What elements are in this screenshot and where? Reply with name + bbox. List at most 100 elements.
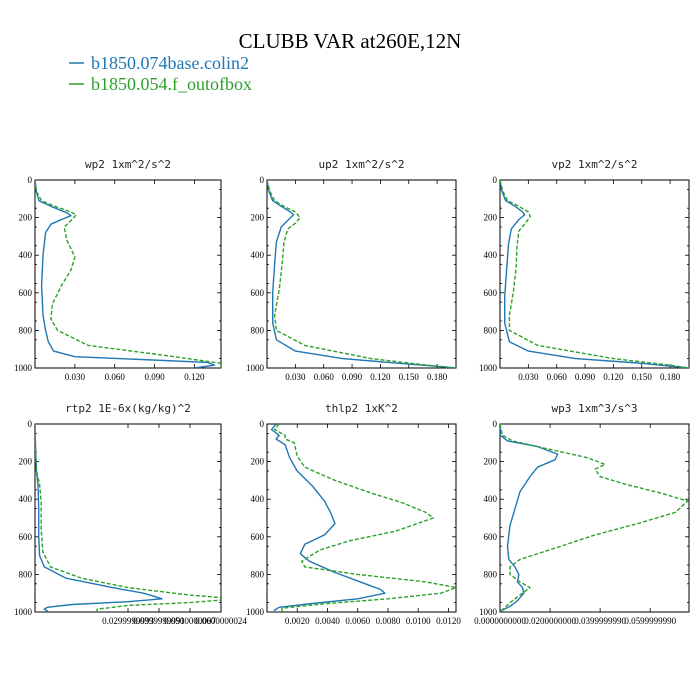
y-tick-label: 600 — [484, 532, 498, 542]
y-tick-label: 0 — [28, 419, 33, 429]
series-line-1 — [500, 180, 689, 368]
plot-frame — [266, 179, 457, 369]
series-line-2 — [273, 424, 456, 612]
panels: wp2 1xm^2/s^2 0 200 400 600 800 1000 0.030 0.060… — [14, 158, 690, 626]
y-tick-label: 0 — [260, 175, 265, 185]
y-tick-label: 600 — [484, 288, 498, 298]
y-tick-label: 600 — [251, 532, 265, 542]
x-tick-label: 0.090 — [342, 372, 363, 382]
y-tick-label: 400 — [484, 250, 498, 260]
panel-title: rtp2 1E-6x(kg/kg)^2 — [65, 402, 191, 415]
y-tick-label: 200 — [19, 213, 33, 223]
panel-title: wp3 1xm^3/s^3 — [551, 402, 637, 415]
series-line-1 — [35, 180, 216, 368]
plot-frame — [34, 423, 222, 613]
x-tick-label: 0.0299999993 — [102, 616, 154, 626]
x-tick-label: 0.030 — [285, 372, 306, 382]
y-tick-label: 0 — [493, 419, 498, 429]
y-tick-label: 1000 — [14, 363, 33, 373]
panel-title: up2 1xm^2/s^2 — [318, 158, 404, 171]
series-line-2 — [35, 424, 221, 612]
y-tick-label: 0 — [260, 419, 265, 429]
series-line-2 — [500, 180, 689, 368]
series-line-1 — [35, 424, 163, 612]
series-line-1 — [500, 424, 559, 612]
panel-2: up2 1xm^2/s^2 0 200 400 600 800 1000 0.030 0.060… — [246, 158, 457, 382]
legend: b1850.074base.colin2 b1850.054.f_outofbo… — [69, 53, 252, 94]
x-tick-label: 0.0040 — [315, 616, 340, 626]
y-tick-label: 200 — [484, 213, 498, 223]
y-tick-label: 800 — [484, 325, 498, 335]
y-tick-label: 400 — [484, 494, 498, 504]
panel-6: wp3 1xm^3/s^3 0 200 400 600 800 10000.00000000… — [474, 402, 690, 626]
x-tick-label: 0.090 — [144, 372, 165, 382]
series-line-2 — [267, 180, 456, 368]
panel-1: wp2 1xm^2/s^2 0 200 400 600 800 1000 0.030 0.060… — [14, 158, 222, 382]
series-line-1 — [267, 180, 456, 368]
x-tick-label: 0.0120 — [436, 616, 461, 626]
x-tick-label: 0.0599999990 — [624, 616, 676, 626]
x-tick-label: 0.0080 — [376, 616, 401, 626]
x-tick-label: 0.030 — [518, 372, 539, 382]
y-tick-label: 1000 — [246, 607, 265, 617]
x-tick-label: 0.0500000007 — [164, 616, 216, 626]
y-tick-label: 400 — [19, 250, 33, 260]
x-tick-label: 0.0020 — [285, 616, 310, 626]
series-line-2 — [500, 424, 689, 612]
panel-title: thlp2 1xK^2 — [325, 402, 398, 415]
legend-label-1: b1850.074base.colin2 — [91, 53, 249, 73]
x-tick-label: 0.180 — [660, 372, 681, 382]
y-tick-label: 1000 — [479, 363, 498, 373]
panel-3: vp2 1xm^2/s^2 0 200 400 600 800 1000 0.030 0.060… — [479, 158, 690, 382]
y-tick-label: 200 — [484, 457, 498, 467]
y-tick-label: 200 — [251, 213, 265, 223]
y-tick-label: 800 — [251, 569, 265, 579]
y-tick-label: 200 — [19, 457, 33, 467]
figure-title: CLUBB VAR at260E,12N — [239, 29, 462, 53]
x-tick-label: 0.0399999991 — [133, 616, 185, 626]
y-tick-label: 400 — [251, 250, 265, 260]
x-tick-label: 0.0200000000 — [524, 616, 576, 626]
y-tick-label: 400 — [19, 494, 33, 504]
y-tick-label: 1000 — [14, 607, 33, 617]
legend-label-2: b1850.054.f_outofbox — [91, 74, 252, 94]
plot-frame — [499, 423, 690, 613]
y-tick-label: 0 — [493, 175, 498, 185]
x-tick-label: 0.120 — [370, 372, 391, 382]
x-tick-label: 0.150 — [632, 372, 653, 382]
x-tick-label: 0.0100 — [406, 616, 431, 626]
plot-frame — [499, 179, 690, 369]
y-tick-label: 600 — [19, 532, 33, 542]
x-tick-label: 0.060 — [314, 372, 335, 382]
plot-frame — [266, 423, 457, 613]
x-tick-label: 0.060 — [105, 372, 126, 382]
x-tick-label: 0.0399999990 — [574, 616, 626, 626]
y-tick-label: 1000 — [246, 363, 265, 373]
x-tick-label: 0.180 — [427, 372, 448, 382]
y-tick-label: 200 — [251, 457, 265, 467]
x-tick-label: 0.030 — [65, 372, 86, 382]
plot-frame — [34, 179, 222, 369]
panel-5: thlp2 1xK^2 0 200 400 600 800 1000 0.0020 0.0040… — [246, 402, 461, 626]
series-line-2 — [35, 180, 221, 368]
x-tick-label: 0.150 — [399, 372, 420, 382]
series-line-1 — [270, 424, 386, 612]
panel-title: wp2 1xm^2/s^2 — [85, 158, 171, 171]
y-tick-label: 1000 — [479, 607, 498, 617]
x-tick-label: 0.060 — [547, 372, 568, 382]
y-tick-label: 800 — [19, 569, 33, 579]
y-tick-label: 600 — [251, 288, 265, 298]
y-tick-label: 800 — [484, 569, 498, 579]
y-tick-label: 400 — [251, 494, 265, 504]
x-tick-label: 0.0060 — [345, 616, 370, 626]
x-tick-label: 0.120 — [184, 372, 205, 382]
x-tick-label: 0.090 — [575, 372, 596, 382]
y-tick-label: 0 — [28, 175, 33, 185]
panel-4: rtp2 1E-6x(kg/kg)^2 0 200 400 600 800 1000 0.02… — [14, 402, 247, 626]
y-tick-label: 800 — [19, 325, 33, 335]
x-tick-label: 0.0600000024 — [195, 616, 247, 626]
panel-title: vp2 1xm^2/s^2 — [551, 158, 637, 171]
x-tick-label: 0.0000000000 — [474, 616, 526, 626]
y-tick-label: 600 — [19, 288, 33, 298]
